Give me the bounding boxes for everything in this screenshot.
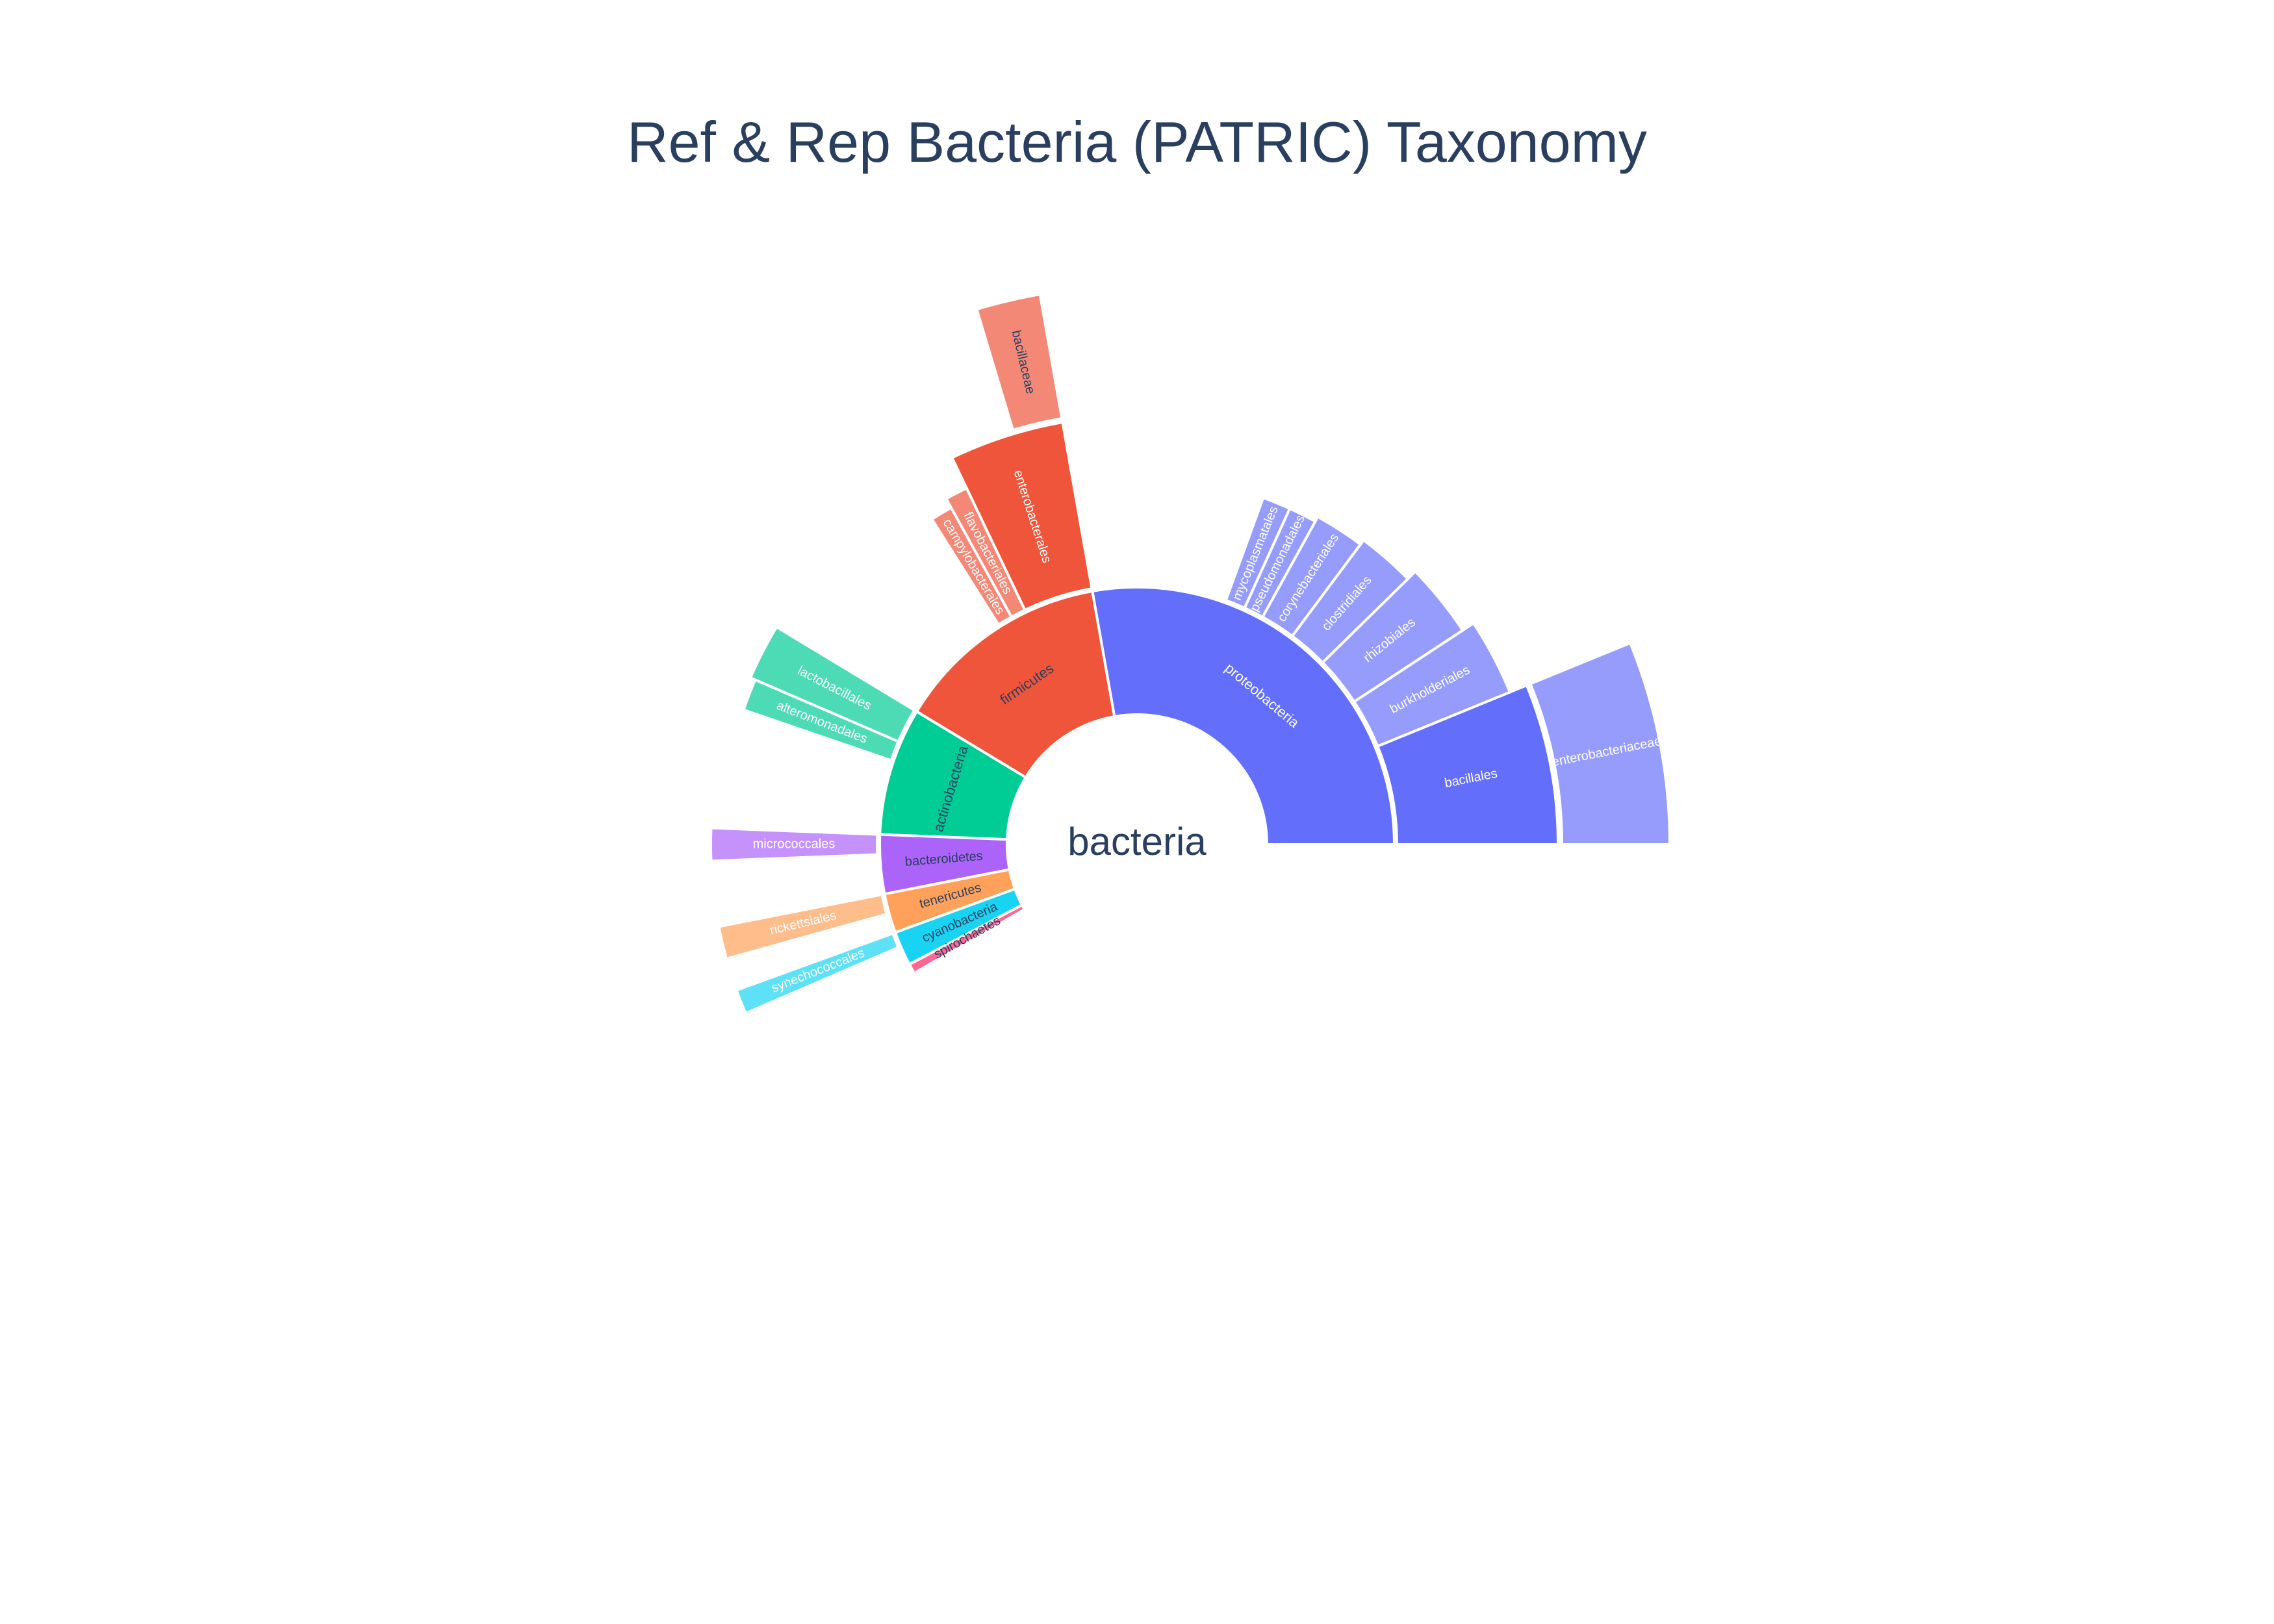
wedge-enterobacteriaceae[interactable] — [1528, 641, 1672, 846]
wedge-alteromonadales[interactable] — [741, 678, 901, 763]
wedge-mycoplasmatales[interactable] — [1224, 496, 1292, 610]
wedge-enterobacterales[interactable] — [950, 420, 1093, 612]
label-synechococcales: synechococcales — [769, 946, 867, 996]
label-micrococcales: micrococcales — [753, 837, 836, 851]
wedge-firmicutes[interactable] — [915, 589, 1116, 780]
wedge-campylobacterales[interactable] — [930, 505, 1014, 627]
wedge-synechococcales[interactable] — [734, 932, 901, 1015]
wedge-proteobacteria[interactable] — [1090, 586, 1396, 846]
wedge-bacillales[interactable] — [1375, 683, 1560, 846]
wedge-rickettsiales[interactable] — [717, 893, 889, 961]
wedge-spirochaetes[interactable] — [907, 903, 1027, 975]
chart-title: Ref & Rep Bacteria (PATRIC) Taxonomy — [627, 110, 1647, 174]
wedge-micrococcales[interactable] — [709, 826, 879, 863]
wedge-bacillaceae[interactable] — [975, 292, 1064, 432]
label-root: bacteria — [1067, 820, 1207, 863]
